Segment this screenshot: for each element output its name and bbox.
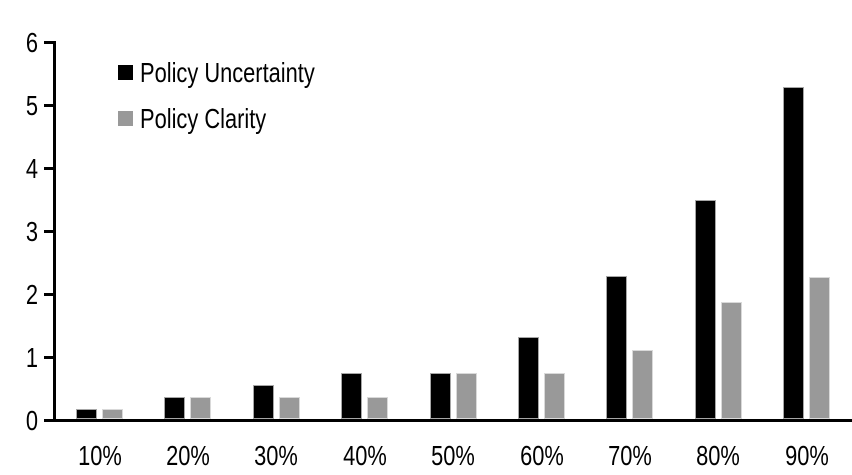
bar-policy-uncertainty-10%: [76, 409, 97, 419]
y-tick-mark: [44, 419, 53, 422]
y-tick-label: 5: [25, 89, 38, 121]
bar-policy-clarity-40%: [367, 397, 389, 419]
y-tick-mark: [44, 356, 53, 359]
bar-policy-clarity-20%: [190, 397, 212, 419]
y-tick-mark: [44, 167, 53, 170]
legend-item-policy-clarity: Policy Clarity: [118, 103, 364, 134]
y-tick-label: 1: [25, 341, 38, 373]
bar-policy-uncertainty-20%: [164, 397, 186, 419]
bar-policy-uncertainty-80%: [694, 200, 716, 419]
legend-item-policy-uncertainty: Policy Uncertainty: [118, 57, 364, 88]
x-tick-label-50%: 50%: [431, 440, 475, 471]
bar-policy-uncertainty-30%: [252, 385, 274, 419]
bar-policy-clarity-80%: [720, 302, 742, 419]
y-tick-mark: [44, 41, 53, 44]
y-tick-label: 3: [25, 215, 38, 247]
bar-policy-uncertainty-70%: [606, 276, 628, 419]
y-tick-mark: [44, 230, 53, 233]
x-tick-label-40%: 40%: [342, 440, 387, 471]
bar-policy-clarity-90%: [809, 277, 831, 419]
y-tick-label: 0: [25, 404, 38, 436]
x-tick-label-30%: 30%: [254, 440, 299, 471]
x-tick-label-20%: 20%: [166, 440, 210, 471]
legend-label-policy-uncertainty: Policy Uncertainty: [140, 56, 315, 88]
y-tick-mark: [44, 104, 53, 107]
y-tick-label: 6: [25, 26, 38, 58]
bar-policy-clarity-70%: [632, 350, 654, 419]
x-tick-label-10%: 10%: [77, 440, 122, 471]
black-square-swatch-icon: [118, 65, 133, 80]
x-tick-label-70%: 70%: [608, 440, 652, 471]
bar-policy-uncertainty-90%: [783, 87, 805, 419]
bar-policy-uncertainty-50%: [429, 373, 451, 419]
bar-policy-clarity-10%: [102, 409, 123, 419]
bar-policy-uncertainty-60%: [518, 337, 539, 419]
legend-label-policy-clarity: Policy Clarity: [140, 102, 267, 134]
bar-policy-clarity-30%: [278, 397, 300, 419]
y-axis-line: [53, 41, 56, 422]
x-tick-label-60%: 60%: [519, 440, 564, 471]
x-tick-label-80%: 80%: [696, 440, 741, 471]
legend: Policy Uncertainty Policy Clarity: [118, 57, 364, 149]
y-tick-label: 4: [25, 152, 38, 184]
bar-policy-clarity-60%: [544, 373, 565, 419]
x-axis-line: [53, 419, 852, 422]
bar-policy-uncertainty-40%: [341, 373, 363, 419]
bar-policy-clarity-50%: [455, 373, 477, 419]
y-tick-label: 2: [25, 278, 38, 310]
gray-square-swatch-icon: [118, 111, 133, 126]
x-tick-label-90%: 90%: [784, 440, 829, 471]
y-tick-mark: [44, 293, 53, 296]
